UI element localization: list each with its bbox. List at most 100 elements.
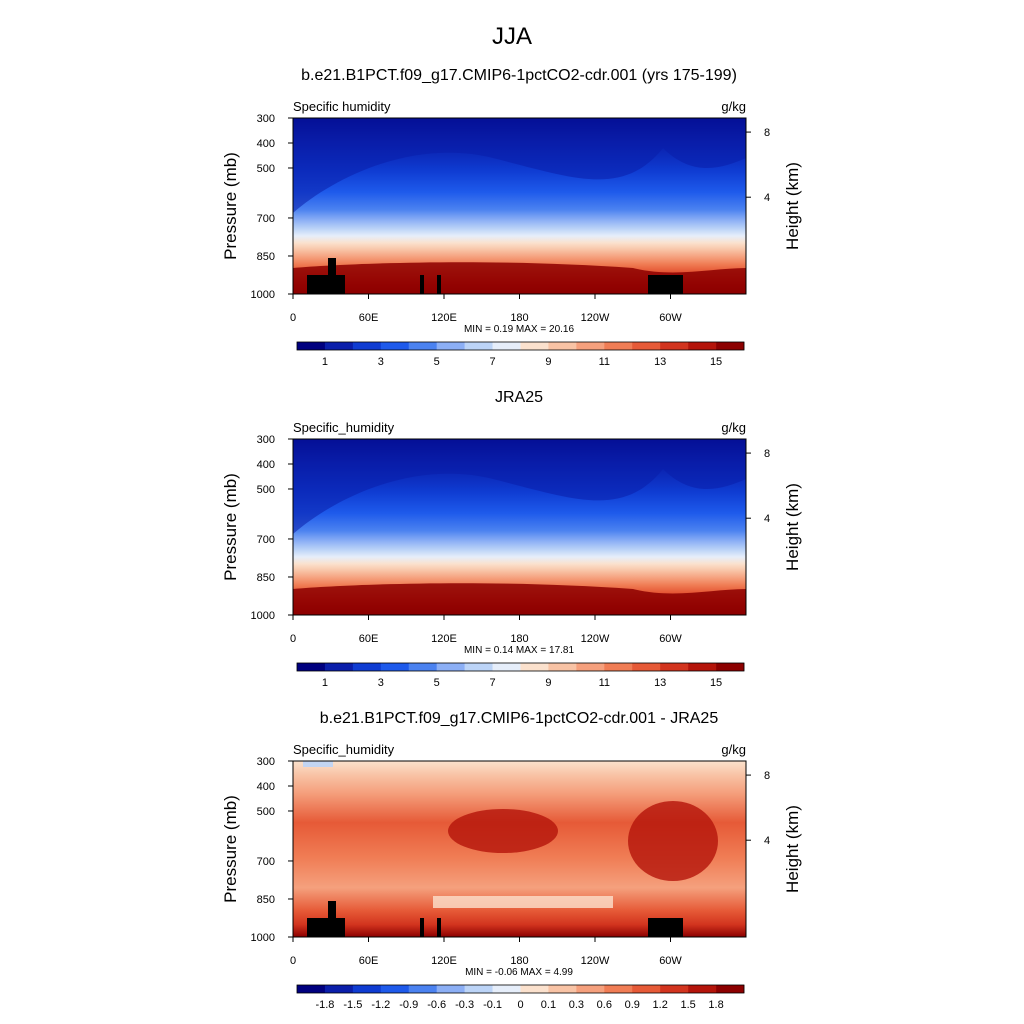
y-right-tick-label: 4 bbox=[764, 835, 770, 847]
colorbar-label: -0.3 bbox=[455, 999, 474, 1011]
colorbar-swatch bbox=[464, 663, 493, 671]
max-difference-region bbox=[448, 809, 558, 853]
max-difference-region bbox=[628, 801, 718, 881]
x-tick-label: 60E bbox=[359, 955, 379, 967]
colorbar-swatch bbox=[436, 985, 465, 993]
colorbar-swatch bbox=[716, 663, 745, 671]
y-tick-label: 300 bbox=[257, 434, 275, 446]
y-tick-label: 700 bbox=[257, 534, 275, 546]
colorbar-swatch bbox=[352, 663, 382, 671]
colorbar-label: -0.9 bbox=[399, 999, 418, 1011]
negative-difference-patch bbox=[303, 761, 333, 767]
y-axis-label: Pressure (mb) bbox=[221, 795, 240, 903]
x-tick-label: 180 bbox=[510, 633, 528, 645]
colorbar-swatch bbox=[352, 342, 382, 350]
colorbar-label: 0.1 bbox=[541, 999, 556, 1011]
colorbar-swatch bbox=[464, 342, 493, 350]
colorbar-swatch bbox=[464, 985, 493, 993]
colorbar-label: -1.2 bbox=[371, 999, 390, 1011]
surface-moist-region bbox=[293, 262, 746, 294]
colorbar-swatch bbox=[632, 663, 661, 671]
y-tick-label: 850 bbox=[257, 251, 275, 263]
colorbar-swatch bbox=[716, 985, 745, 993]
colorbar-label: 1.5 bbox=[680, 999, 695, 1011]
upper-dry-region bbox=[293, 439, 746, 534]
variable-label: Specific_humidity bbox=[293, 742, 395, 757]
variable-label: Specific_humidity bbox=[293, 420, 395, 435]
colorbar: 1 3 5 7 9 11 13 15 bbox=[296, 662, 745, 689]
x-tick-label: 0 bbox=[290, 633, 296, 645]
y-right-tick-label: 8 bbox=[764, 448, 770, 460]
y-tick-label: 850 bbox=[257, 894, 275, 906]
terrain-mask bbox=[307, 918, 345, 937]
y-right-tick-label: 8 bbox=[764, 770, 770, 782]
colorbar-label: 0.3 bbox=[569, 999, 584, 1011]
colorbar-swatch bbox=[688, 663, 717, 671]
colorbar-swatch bbox=[520, 985, 549, 993]
colorbar-swatch bbox=[688, 342, 717, 350]
colorbar-swatch bbox=[576, 342, 605, 350]
terrain-mask bbox=[437, 275, 441, 294]
colorbar-swatch bbox=[604, 985, 633, 993]
colorbar-label: 13 bbox=[654, 677, 666, 689]
x-tick-label: 60E bbox=[359, 633, 379, 645]
colorbar-label: 3 bbox=[378, 677, 384, 689]
panel-3: b.e21.B1PCT.f09_g17.CMIP6-1pctCO2-cdr.00… bbox=[221, 710, 802, 1011]
colorbar-swatch bbox=[297, 663, 326, 671]
colorbar-label: -0.1 bbox=[483, 999, 502, 1011]
colorbar-label: 15 bbox=[710, 677, 722, 689]
panel-title: JRA25 bbox=[495, 389, 543, 406]
colorbar-swatch bbox=[408, 342, 437, 350]
colorbar-frame bbox=[296, 341, 745, 351]
colorbar-swatch bbox=[436, 342, 465, 350]
y-tick-label: 400 bbox=[257, 459, 275, 471]
y-tick-label: 850 bbox=[257, 572, 275, 584]
panel-1: b.e21.B1PCT.f09_g17.CMIP6-1pctCO2-cdr.00… bbox=[221, 67, 802, 368]
terrain-mask bbox=[420, 275, 424, 294]
colorbar-swatch bbox=[660, 985, 689, 993]
colorbar-label: 15 bbox=[710, 356, 722, 368]
colorbar-label: 1.2 bbox=[653, 999, 668, 1011]
units-label: g/kg bbox=[721, 742, 746, 757]
terrain-mask bbox=[420, 918, 424, 937]
panel-title: b.e21.B1PCT.f09_g17.CMIP6-1pctCO2-cdr.00… bbox=[301, 67, 737, 84]
colorbar-swatch bbox=[548, 985, 577, 993]
colorbar: -1.8 -1.5 -1.2 -0.9 -0.6 -0.3 -0.1 0 0.1 0.3 0.6 0.… bbox=[296, 984, 745, 1011]
units-label: g/kg bbox=[721, 99, 746, 114]
y-tick-label: 300 bbox=[257, 113, 275, 125]
min-max-label: MIN = 0.14 MAX = 17.81 bbox=[464, 645, 574, 656]
y-right-axis-label: Height (km) bbox=[783, 162, 802, 250]
colorbar-swatch bbox=[576, 985, 605, 993]
colorbar-label: 9 bbox=[545, 677, 551, 689]
colorbar-swatch bbox=[716, 342, 745, 350]
y-tick-label: 1000 bbox=[251, 610, 275, 622]
y-tick-label: 300 bbox=[257, 756, 275, 768]
colorbar-swatch bbox=[380, 663, 410, 671]
x-tick-label: 60W bbox=[659, 955, 682, 967]
x-tick-label: 180 bbox=[510, 955, 528, 967]
colorbar-swatch bbox=[324, 342, 354, 350]
colorbar-label: 9 bbox=[545, 356, 551, 368]
colorbar-label: 3 bbox=[378, 356, 384, 368]
x-tick-label: 120W bbox=[581, 633, 610, 645]
terrain-mask bbox=[328, 258, 336, 294]
colorbar-swatch bbox=[492, 985, 521, 993]
colorbar-swatch bbox=[380, 985, 410, 993]
x-tick-label: 60W bbox=[659, 312, 682, 324]
colorbar-swatch bbox=[408, 985, 437, 993]
colorbar-label: 1.8 bbox=[708, 999, 723, 1011]
colorbar-swatch bbox=[688, 985, 717, 993]
colorbar-swatch bbox=[324, 663, 354, 671]
y-axis-label: Pressure (mb) bbox=[221, 152, 240, 260]
y-tick-label: 1000 bbox=[251, 289, 275, 301]
colorbar-swatch bbox=[632, 985, 661, 993]
colorbar-swatch bbox=[660, 663, 689, 671]
colorbar-swatch bbox=[297, 985, 326, 993]
y-right-axis-label: Height (km) bbox=[783, 483, 802, 571]
x-tick-label: 0 bbox=[290, 312, 296, 324]
colorbar-swatch bbox=[380, 342, 410, 350]
colorbar-label: 7 bbox=[490, 677, 496, 689]
colorbar-swatch bbox=[548, 663, 577, 671]
